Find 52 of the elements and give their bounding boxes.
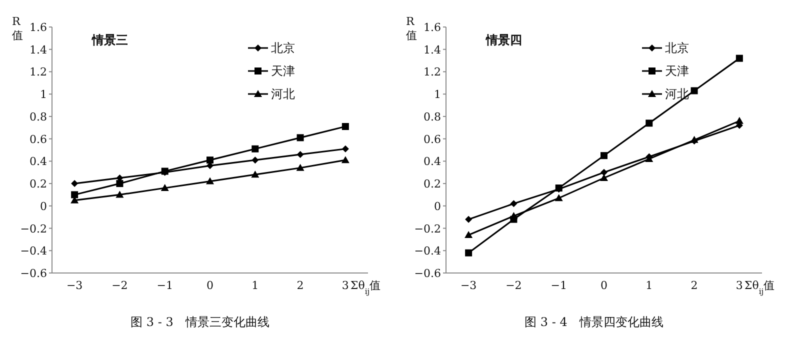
y-tick-label: 1.6: [30, 21, 47, 34]
x-tick-label: −1: [550, 279, 567, 292]
y-tick-label: −0.6: [414, 267, 441, 280]
x-tick-label: 0: [206, 279, 214, 292]
x-tick-label: 1: [646, 279, 653, 292]
y-tick-label: −0.2: [20, 222, 47, 236]
x-tick-label: −3: [66, 279, 83, 292]
y-tick-label: 0.8: [30, 110, 47, 124]
legend-label: 天津: [665, 64, 689, 78]
y-tick-label: 0.6: [424, 132, 441, 146]
x-tick-label: −2: [506, 279, 522, 292]
x-axis-title: Σθ$_{ij}$值: [744, 279, 775, 296]
x-axis-title: Σθ$_{ij}$值: [350, 279, 381, 296]
legend-label: 天津: [271, 64, 295, 78]
legend-label: 河北: [271, 87, 295, 101]
y-tick-label: −0.6: [20, 267, 47, 280]
legend-label: 北京: [665, 41, 689, 55]
y-axis-title: R值: [406, 15, 417, 42]
y-tick-label: 1: [434, 88, 441, 102]
x-tick-label: 3: [736, 279, 743, 292]
x-tick-label: −1: [156, 279, 173, 292]
caption: 图 3 - 4 情景四变化曲线: [524, 315, 664, 329]
y-tick-label: 1.4: [424, 43, 441, 56]
x-tick-label: 0: [600, 279, 608, 292]
y-tick-label: 0.2: [424, 178, 441, 191]
y-tick-label: 1.6: [424, 21, 441, 34]
y-tick-label: 0.6: [30, 132, 47, 146]
y-tick-label: 0.2: [30, 178, 47, 191]
x-tick-label: 1: [252, 279, 259, 292]
x-tick-label: −3: [460, 279, 477, 292]
x-tick-label: −2: [112, 279, 128, 292]
y-tick-label: 0: [434, 200, 441, 213]
y-tick-label: 0.4: [30, 155, 47, 168]
y-tick-label: −0.4: [414, 244, 441, 258]
y-tick-label: −0.2: [414, 222, 441, 236]
y-tick-label: 0.4: [424, 155, 441, 168]
y-tick-label: 1.2: [30, 66, 47, 79]
y-tick-label: 1.2: [424, 66, 441, 79]
y-tick-label: 1: [40, 88, 47, 102]
text: 情景三: [91, 33, 128, 47]
y-tick-label: 1.4: [30, 43, 47, 56]
legend-label: 北京: [271, 41, 295, 55]
y-tick-label: 0: [40, 200, 47, 213]
legend-label: 河北: [665, 87, 689, 101]
x-tick-label: 2: [690, 279, 698, 292]
caption: 图 3 - 3 情景三变化曲线: [130, 315, 270, 329]
x-tick-label: 3: [342, 279, 349, 292]
y-tick-label: 0.8: [424, 110, 441, 124]
y-tick-label: −0.4: [20, 244, 47, 258]
x-tick-label: 2: [296, 279, 304, 292]
text: 情景四: [485, 33, 522, 47]
y-axis-title: R值: [12, 15, 23, 42]
